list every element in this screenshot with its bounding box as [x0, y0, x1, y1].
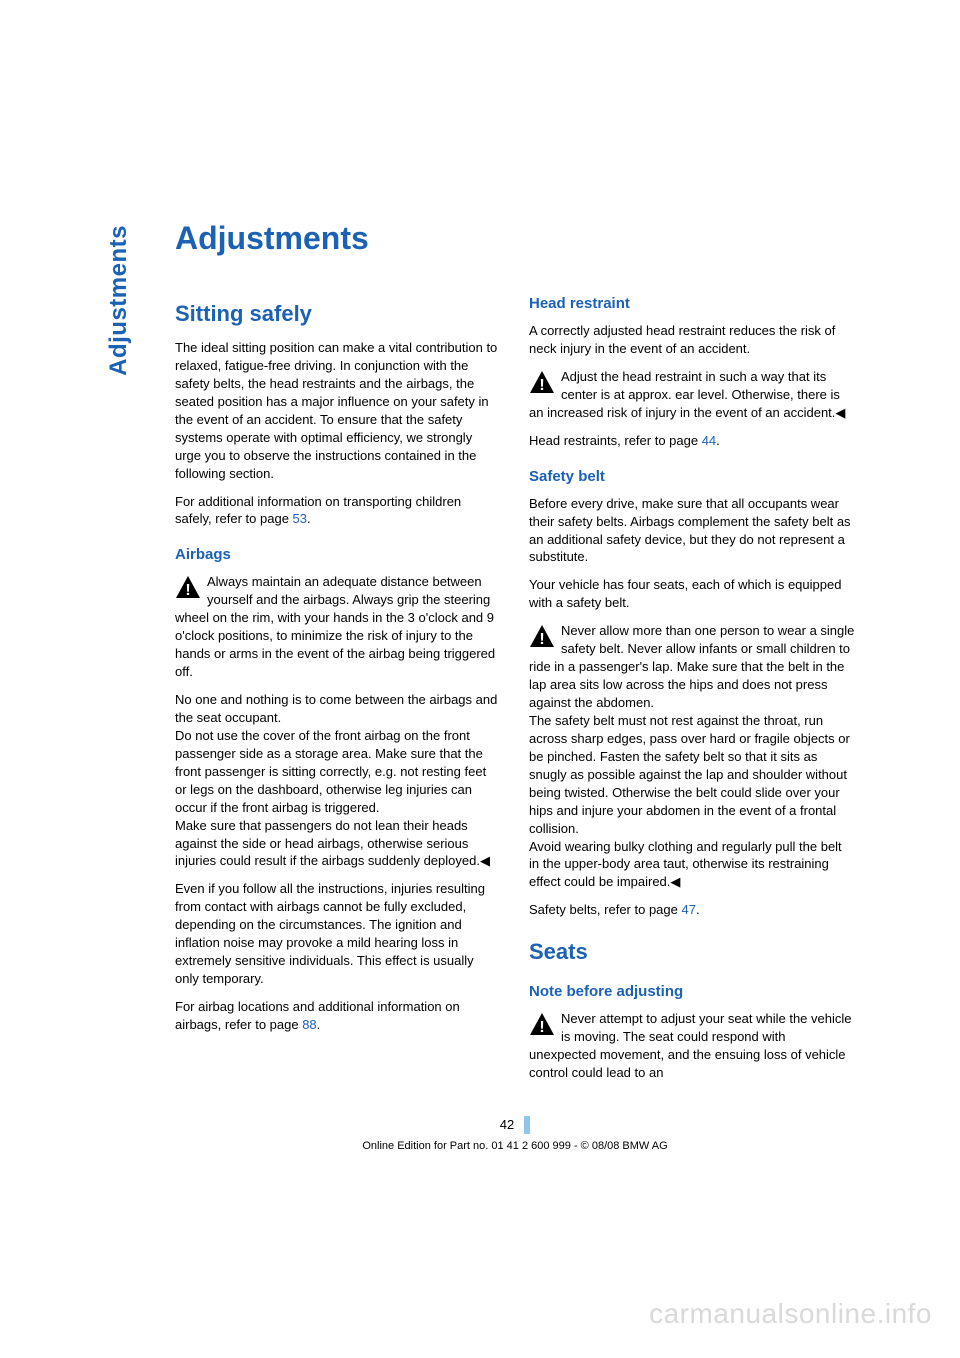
warning-text: Never allow more than one person to wear…: [529, 623, 854, 710]
warning-seat-adjust: ! Never attempt to adjust your seat whil…: [529, 1010, 855, 1082]
warning-text: Adjust the head restraint in such a way …: [529, 369, 845, 420]
two-column-layout: Sitting safely The ideal sitting positio…: [175, 295, 855, 1092]
heading-safety-belt: Safety belt: [529, 468, 855, 485]
warning-text: No one and nothing is to come between th…: [175, 691, 501, 727]
page-number-bar: [524, 1116, 530, 1134]
warning-head-restraint: ! Adjust the head restraint in such a wa…: [529, 368, 855, 422]
svg-text:!: !: [539, 377, 544, 394]
para-belt-2: Your vehicle has four seats, each of whi…: [529, 576, 855, 612]
page-footer: 42 Online Edition for Part no. 01 41 2 6…: [175, 1116, 855, 1152]
page-title: Adjustments: [175, 220, 855, 257]
para-sitting-intro: The ideal sitting position can make a vi…: [175, 339, 501, 483]
text: .: [696, 902, 700, 917]
warning-text: Always maintain an adequate distance bet…: [175, 574, 495, 679]
heading-seats: Seats: [529, 939, 855, 965]
heading-head-restraint: Head restraint: [529, 295, 855, 312]
text: .: [307, 511, 311, 526]
warning-text: Never attempt to adjust your seat while …: [529, 1011, 851, 1080]
page-link-88[interactable]: 88: [302, 1017, 316, 1032]
text: For additional information on transporti…: [175, 494, 461, 527]
para-airbags-ref: For airbag locations and additional info…: [175, 998, 501, 1034]
svg-text:!: !: [185, 582, 190, 599]
page-link-44[interactable]: 44: [702, 433, 716, 448]
para-head-ref: Head restraints, refer to page 44.: [529, 432, 855, 450]
watermark: carmanualsonline.info: [649, 1298, 932, 1330]
page-number-wrap: 42: [500, 1116, 530, 1134]
warning-icon: !: [529, 370, 555, 394]
page-content: Adjustments Sitting safely The ideal sit…: [175, 220, 855, 1152]
warning-icon: !: [529, 1012, 555, 1036]
para-belt-ref: Safety belts, refer to page 47.: [529, 901, 855, 919]
warning-text: The safety belt must not rest against th…: [529, 712, 855, 838]
heading-sitting-safely: Sitting safely: [175, 301, 501, 327]
para-head-1: A correctly adjusted head restraint redu…: [529, 322, 855, 358]
right-column: Head restraint A correctly adjusted head…: [529, 295, 855, 1092]
text: .: [716, 433, 720, 448]
para-sitting-ref: For additional information on transporti…: [175, 493, 501, 529]
text: Head restraints, refer to page: [529, 433, 702, 448]
warning-icon: !: [175, 575, 201, 599]
left-column: Sitting safely The ideal sitting positio…: [175, 295, 501, 1092]
warning-text: Do not use the cover of the front airbag…: [175, 727, 501, 817]
warning-icon: !: [529, 624, 555, 648]
text: Safety belts, refer to page: [529, 902, 681, 917]
svg-text:!: !: [539, 1019, 544, 1036]
side-section-label: Adjustments: [105, 74, 133, 225]
text: .: [317, 1017, 321, 1032]
page-number: 42: [500, 1117, 522, 1132]
para-belt-1: Before every drive, make sure that all o…: [529, 495, 855, 567]
warning-safety-belt: ! Never allow more than one person to we…: [529, 622, 855, 712]
page-link-47[interactable]: 47: [681, 902, 695, 917]
heading-note-before-adjusting: Note before adjusting: [529, 983, 855, 1000]
warning-text: Avoid wearing bulky clothing and regular…: [529, 838, 855, 892]
warning-airbags: ! Always maintain an adequate distance b…: [175, 573, 501, 681]
svg-text:!: !: [539, 631, 544, 648]
warning-text: Make sure that passengers do not lean th…: [175, 817, 501, 871]
heading-airbags: Airbags: [175, 546, 501, 563]
para-airbags-note: Even if you follow all the instructions,…: [175, 880, 501, 988]
page-link-53[interactable]: 53: [293, 511, 307, 526]
footer-edition-line: Online Edition for Part no. 01 41 2 600 …: [175, 1140, 855, 1152]
